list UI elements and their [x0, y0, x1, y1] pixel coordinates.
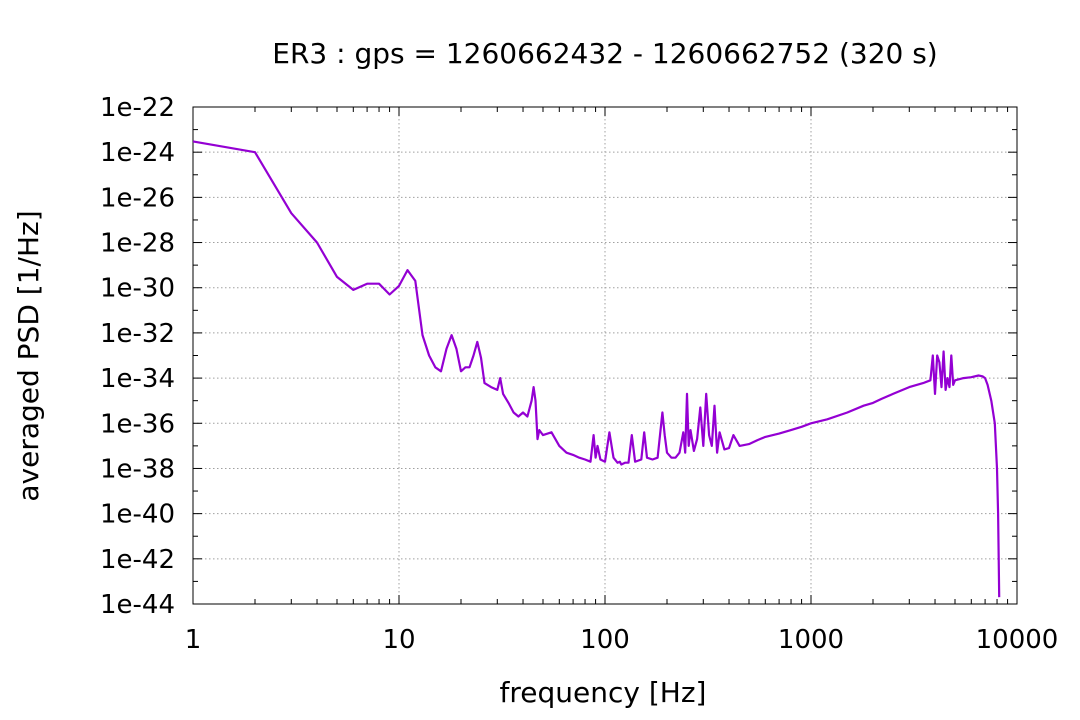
- y-tick-label: 1e-28: [100, 229, 175, 259]
- y-tick-labels: 1e-44 1e-42 1e-40 1e-38 1e-36 1e-34 1e-32 1e-30…: [100, 93, 175, 620]
- x-tick-label: 100: [580, 625, 630, 655]
- y-tick-label: 1e-32: [100, 319, 175, 349]
- x-axis-label: frequency [Hz]: [500, 676, 707, 709]
- y-tick-label: 1e-36: [100, 409, 175, 439]
- x-tick-label: 10: [382, 625, 415, 655]
- y-tick-label: 1e-40: [100, 500, 175, 530]
- y-tick-label: 1e-24: [100, 138, 175, 168]
- grid-lines: [193, 107, 1017, 604]
- x-tick-label: 1: [185, 625, 202, 655]
- y-tick-label: 1e-42: [100, 545, 175, 575]
- y-tick-label: 1e-44: [100, 590, 175, 620]
- chart-title: ER3 : gps = 1260662432 - 1260662752 (320…: [272, 37, 937, 70]
- y-tick-label: 1e-26: [100, 183, 175, 213]
- y-tick-label: 1e-30: [100, 274, 175, 304]
- tick-marks: [192, 106, 1018, 605]
- y-tick-label: 1e-34: [100, 364, 175, 394]
- series-layer: [192, 140, 1001, 598]
- psd-series-line: [192, 140, 1001, 598]
- x-tick-label: 10000: [976, 625, 1059, 655]
- x-tick-labels: 1 10 100 1000 10000: [185, 625, 1059, 655]
- x-tick-label: 1000: [778, 625, 844, 655]
- y-tick-label: 1e-22: [100, 93, 175, 123]
- y-tick-label: 1e-38: [100, 454, 175, 484]
- y-axis-label: averaged PSD [1/Hz]: [12, 210, 45, 501]
